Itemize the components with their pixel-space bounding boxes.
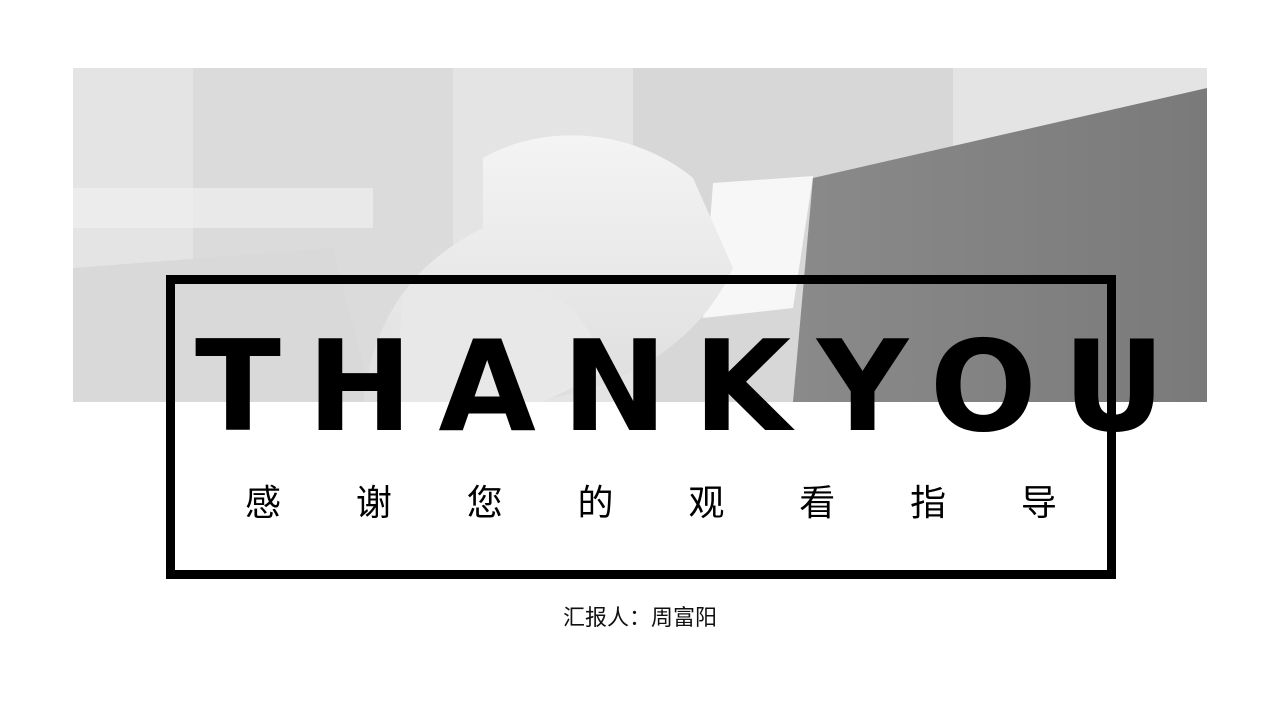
subtitle: 感 谢 您 的 观 看 指 导: [245, 482, 1057, 526]
subtitle-char: 感: [245, 482, 281, 526]
title-frame: THANKYOU 感 谢 您 的 观 看 指 导: [166, 275, 1116, 579]
subtitle-char: 导: [1021, 482, 1057, 526]
subtitle-char: 您: [467, 482, 503, 526]
subtitle-char: 指: [910, 482, 946, 526]
subtitle-char: 观: [688, 482, 724, 526]
subtitle-char: 谢: [356, 482, 392, 526]
reporter-label: 汇报人：周富阳: [0, 604, 1280, 634]
thank-you-title: THANKYOU: [175, 324, 1107, 450]
subtitle-char: 的: [578, 482, 614, 526]
subtitle-char: 看: [799, 482, 835, 526]
